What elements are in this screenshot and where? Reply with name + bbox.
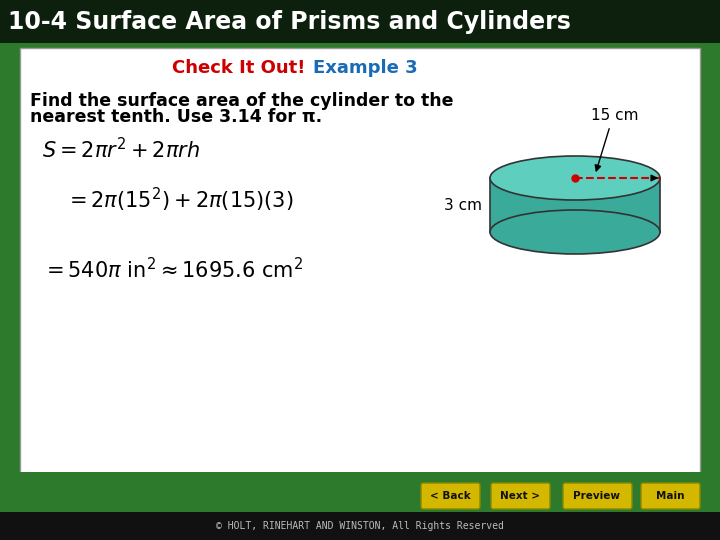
Text: 3 cm: 3 cm (444, 198, 482, 213)
Text: Example 3: Example 3 (313, 59, 418, 77)
Text: $= 2\pi(15^2) + 2\pi(15)(3)$: $= 2\pi(15^2) + 2\pi(15)(3)$ (65, 186, 294, 214)
Text: < Back: < Back (430, 491, 470, 501)
Text: Check It Out!: Check It Out! (171, 59, 305, 77)
Text: $S = 2\pi r^2 + 2\pi rh$: $S = 2\pi r^2 + 2\pi rh$ (42, 137, 200, 163)
Text: © HOLT, RINEHART AND WINSTON, All Rights Reserved: © HOLT, RINEHART AND WINSTON, All Rights… (216, 521, 504, 531)
Polygon shape (490, 178, 660, 232)
Text: nearest tenth. Use 3.14 for π.: nearest tenth. Use 3.14 for π. (30, 108, 322, 126)
Text: Preview: Preview (574, 491, 621, 501)
FancyBboxPatch shape (0, 472, 720, 512)
FancyBboxPatch shape (0, 512, 720, 540)
FancyBboxPatch shape (20, 48, 700, 478)
FancyBboxPatch shape (0, 0, 720, 43)
Text: Find the surface area of the cylinder to the: Find the surface area of the cylinder to… (30, 92, 454, 110)
Text: $= 540\pi\ \mathrm{in}^2 \approx 1695.6\ \mathrm{cm}^2$: $= 540\pi\ \mathrm{in}^2 \approx 1695.6\… (42, 258, 303, 282)
Ellipse shape (490, 156, 660, 200)
Text: Next >: Next > (500, 491, 540, 501)
Ellipse shape (490, 210, 660, 254)
Text: Main: Main (656, 491, 684, 501)
FancyBboxPatch shape (421, 483, 480, 509)
FancyBboxPatch shape (491, 483, 550, 509)
Text: 15 cm: 15 cm (591, 108, 639, 123)
FancyBboxPatch shape (641, 483, 700, 509)
FancyBboxPatch shape (563, 483, 632, 509)
Text: 10-4 Surface Area of Prisms and Cylinders: 10-4 Surface Area of Prisms and Cylinder… (8, 10, 571, 34)
